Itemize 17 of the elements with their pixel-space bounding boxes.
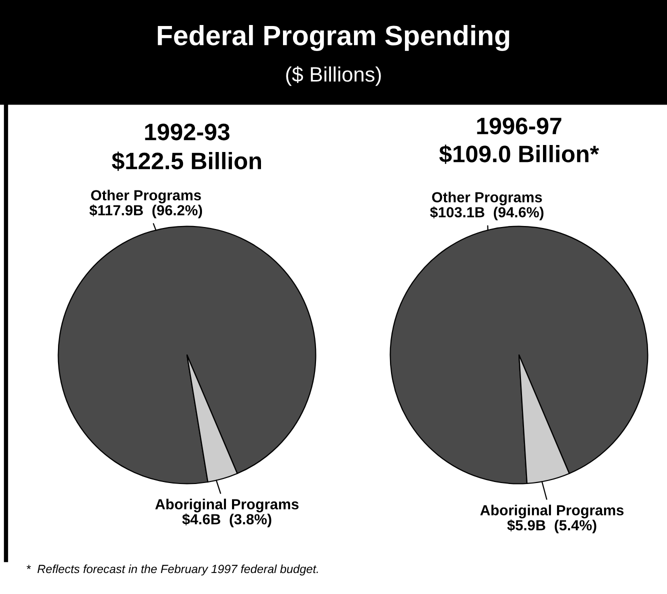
data-label: $4.6B (3.8%): [182, 513, 272, 528]
chart-subtitle: $122.5 Billion: [112, 152, 261, 171]
chart-title: 1996-97: [477, 118, 562, 134]
chart-title: 1992-93: [145, 124, 230, 140]
data-label: $117.9B (96.2%): [89, 204, 202, 218]
text: * Reflects forecast in the February 1997 federal budget.: [26, 564, 318, 576]
chart-subtitle: $109.0 Billion*: [439, 144, 600, 164]
slice-label: Other Programs: [432, 192, 542, 206]
slice-label: Other Programs: [91, 190, 201, 204]
pie-slice: [390, 226, 648, 484]
data-label: $5.9B (5.4%): [507, 519, 596, 534]
pie-slice: [58, 226, 316, 484]
data-label: $103.1B (94.6%): [430, 206, 544, 220]
slice-label: Aboriginal Programs: [480, 504, 624, 518]
slice-label: Aboriginal Programs: [155, 498, 299, 512]
text: ($ Billions): [286, 66, 381, 86]
text: Federal Program Spending: [158, 24, 510, 52]
